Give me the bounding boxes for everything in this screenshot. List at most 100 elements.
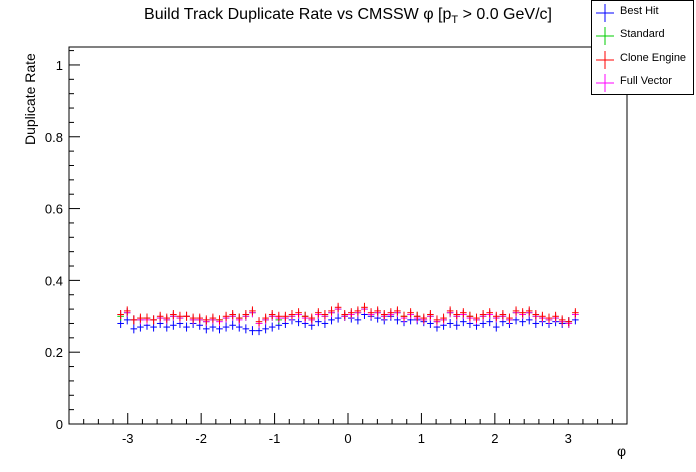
data-point-clone-engine: [163, 313, 171, 323]
data-point-clone-engine: [275, 311, 283, 321]
legend-mark-full-vector: [596, 74, 614, 92]
data-point-clone-engine: [466, 311, 474, 321]
data-point-clone-engine: [341, 309, 348, 319]
x-tick-label: -2: [195, 431, 207, 446]
legend-item-clone-engine: Clone Engine: [592, 48, 695, 71]
x-tick-label: 3: [565, 431, 572, 446]
data-point-best-hit: [183, 322, 190, 332]
data-point-clone-engine: [308, 313, 316, 323]
y-tick-label: 0.8: [45, 130, 63, 145]
plot-frame: [68, 46, 628, 425]
data-point-clone-engine: [413, 311, 421, 321]
data-point-best-hit: [453, 320, 461, 330]
data-point-clone-engine: [479, 309, 487, 319]
data-point-clone-engine: [268, 309, 276, 319]
data-point-best-hit: [334, 313, 342, 323]
data-point-best-hit: [222, 322, 230, 332]
data-point-clone-engine: [380, 309, 388, 319]
data-point-clone-engine: [282, 311, 289, 321]
x-tick-label: 2: [491, 431, 498, 446]
data-point-best-hit: [262, 324, 269, 334]
data-point-clone-engine: [301, 311, 309, 321]
data-point-clone-engine: [209, 313, 217, 323]
data-point-clone-engine: [519, 308, 526, 318]
data-point-clone-engine: [539, 311, 546, 321]
data-point-clone-engine: [440, 313, 447, 323]
data-point-clone-engine: [328, 306, 335, 316]
data-point-clone-engine: [170, 309, 177, 319]
data-point-clone-engine: [288, 309, 296, 319]
data-point-clone-engine: [222, 311, 230, 321]
chart-title-subscript: T: [451, 14, 459, 27]
data-point-clone-engine: [486, 308, 493, 318]
data-point-best-hit: [229, 320, 236, 330]
y-tick-label: 0.4: [45, 273, 63, 288]
data-point-clone-engine: [229, 309, 236, 319]
x-axis-label: φ: [617, 443, 627, 459]
data-point-clone-engine: [150, 315, 157, 325]
chart-title-tail: > 0.0 GeV/c]: [458, 6, 552, 23]
legend-mark-clone-engine: [596, 51, 614, 69]
x-tick-label: -3: [122, 431, 134, 446]
data-point-clone-engine: [156, 311, 164, 321]
legend-mark-standard: [596, 27, 614, 45]
data-point-clone-engine: [235, 313, 243, 323]
data-point-clone-engine: [117, 309, 124, 319]
y-tick-label: 0.6: [45, 202, 63, 217]
data-point-clone-engine: [492, 311, 500, 321]
data-point-clone-engine: [453, 309, 461, 319]
data-point-clone-engine: [545, 313, 553, 323]
data-point-best-hit: [130, 324, 138, 334]
data-point-clone-engine: [130, 315, 138, 325]
data-point-clone-engine: [446, 306, 454, 316]
series-group: [117, 302, 579, 336]
legend-label-full-vector: Full Vector: [620, 75, 672, 87]
data-point-clone-engine: [137, 313, 144, 323]
data-point-clone-engine: [361, 302, 368, 312]
legend-label-standard: Standard: [620, 28, 665, 40]
y-tick-label: 0: [56, 417, 63, 432]
data-point-clone-engine: [249, 306, 256, 316]
data-point-clone-engine: [203, 315, 210, 325]
data-point-clone-engine: [123, 306, 131, 316]
data-point-clone-engine: [400, 311, 408, 321]
legend-label-clone-engine: Clone Engine: [620, 52, 687, 64]
data-point-clone-engine: [315, 308, 322, 318]
data-point-clone-engine: [196, 313, 204, 323]
data-point-clone-engine: [532, 309, 540, 319]
data-point-clone-engine: [367, 308, 375, 318]
data-point-clone-engine: [183, 311, 190, 321]
data-point-clone-engine: [242, 309, 250, 319]
data-point-clone-engine: [565, 317, 573, 327]
y-axis-label: Duplicate Rate: [22, 53, 38, 145]
data-point-best-hit: [268, 322, 276, 332]
data-point-clone-engine: [216, 315, 223, 325]
data-point-clone-engine: [512, 306, 520, 316]
data-point-clone-engine: [460, 308, 467, 318]
data-point-clone-engine: [572, 308, 579, 318]
data-point-clone-engine: [348, 308, 355, 318]
data-point-best-hit: [446, 318, 454, 328]
data-point-best-hit: [170, 320, 177, 330]
data-point-clone-engine: [143, 313, 151, 323]
data-point-clone-engine: [407, 308, 414, 318]
x-tick-label: 0: [344, 431, 351, 446]
chart-title: Build Track Duplicate Rate vs CMSSW φ [p…: [0, 6, 696, 26]
data-point-clone-engine: [506, 313, 513, 323]
series-clone-engine: [117, 302, 579, 327]
data-point-clone-engine: [176, 311, 184, 321]
data-point-clone-engine: [394, 306, 401, 316]
data-point-best-hit: [249, 326, 256, 336]
data-point-clone-engine: [387, 308, 395, 318]
legend-mark-best-hit: [596, 4, 614, 22]
data-point-clone-engine: [499, 309, 507, 319]
data-point-clone-engine: [473, 313, 480, 323]
y-tick-label: 1: [56, 58, 63, 73]
legend: Best Hit Standard Clone Engine Full Vect…: [591, 0, 694, 95]
legend-item-full-vector: Full Vector: [592, 71, 695, 94]
legend-item-standard: Standard: [592, 24, 695, 47]
x-tick-label: -1: [269, 431, 281, 446]
data-point-clone-engine: [255, 317, 263, 327]
legend-item-best-hit: Best Hit: [592, 1, 695, 24]
